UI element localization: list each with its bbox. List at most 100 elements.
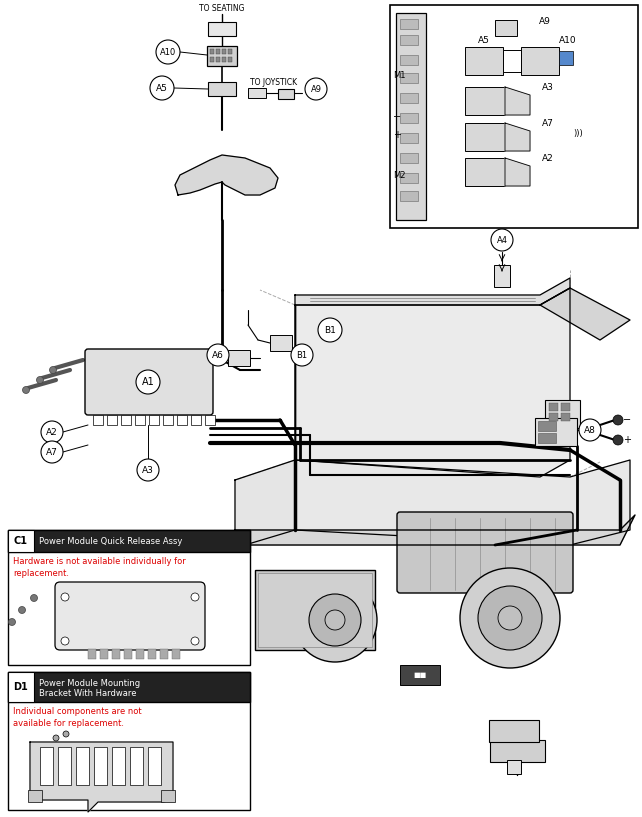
Bar (205, 415, 215, 425)
Text: Power Module Mounting: Power Module Mounting (39, 678, 140, 687)
Bar (400, 665, 440, 685)
Bar (121, 415, 131, 425)
Text: available for replacement.: available for replacement. (13, 718, 124, 727)
Bar (130, 747, 143, 785)
Bar (465, 158, 505, 186)
Text: A7: A7 (542, 118, 554, 127)
Bar (396, 13, 426, 220)
Bar (76, 747, 89, 785)
Text: −: − (623, 415, 631, 425)
Bar (258, 573, 372, 647)
Circle shape (579, 419, 601, 441)
Circle shape (293, 578, 377, 662)
Bar (228, 57, 232, 62)
Text: A5: A5 (156, 83, 168, 92)
Circle shape (613, 435, 623, 445)
Bar (112, 649, 120, 659)
Bar (521, 47, 559, 75)
Text: B1: B1 (297, 350, 308, 359)
Polygon shape (295, 460, 630, 545)
Bar (535, 418, 577, 446)
Circle shape (61, 637, 69, 645)
Circle shape (31, 595, 37, 601)
Bar (191, 415, 201, 425)
Bar (400, 93, 418, 103)
Bar (507, 760, 521, 774)
Polygon shape (295, 278, 570, 305)
Circle shape (41, 441, 63, 463)
Bar (400, 55, 418, 65)
Bar (494, 265, 510, 287)
Circle shape (191, 637, 199, 645)
Text: A5: A5 (478, 35, 490, 44)
Circle shape (150, 76, 174, 100)
Bar (400, 19, 418, 29)
Polygon shape (175, 155, 278, 195)
Polygon shape (540, 288, 630, 340)
Circle shape (156, 40, 180, 64)
Bar (228, 49, 232, 54)
Circle shape (19, 606, 26, 614)
Bar (222, 49, 226, 54)
Bar (490, 740, 545, 762)
Bar (107, 415, 117, 425)
Text: Power Module Quick Release Assy: Power Module Quick Release Assy (39, 537, 182, 546)
FancyBboxPatch shape (55, 582, 205, 650)
Circle shape (22, 386, 30, 394)
Text: A2: A2 (46, 427, 58, 436)
Bar (465, 123, 505, 151)
Bar (8, 530, 250, 665)
FancyBboxPatch shape (85, 349, 213, 415)
Circle shape (63, 731, 69, 737)
Text: A8: A8 (584, 426, 596, 435)
Bar (255, 570, 375, 650)
Bar (148, 747, 161, 785)
Bar (559, 51, 573, 65)
Bar (161, 790, 175, 802)
Text: C1: C1 (14, 536, 28, 546)
Bar (495, 20, 517, 36)
Text: replacement.: replacement. (13, 569, 69, 578)
Polygon shape (505, 87, 530, 115)
Bar (465, 47, 503, 75)
Bar (400, 35, 418, 45)
Polygon shape (30, 742, 173, 812)
Circle shape (61, 593, 69, 601)
Text: A10: A10 (559, 35, 577, 44)
Text: A7: A7 (46, 448, 58, 457)
Bar (549, 413, 558, 421)
Circle shape (318, 318, 342, 342)
Bar (545, 400, 580, 428)
Circle shape (49, 367, 56, 373)
Text: A9: A9 (539, 16, 551, 25)
Bar (400, 191, 418, 201)
Bar (210, 49, 214, 54)
Text: Hardware is not available individually for: Hardware is not available individually f… (13, 557, 186, 566)
Bar (112, 747, 125, 785)
Bar (503, 50, 521, 72)
Bar (172, 649, 180, 659)
Bar (400, 133, 418, 143)
Bar (136, 649, 144, 659)
Circle shape (498, 606, 522, 630)
Bar (400, 153, 418, 163)
Bar (489, 720, 539, 742)
Bar (100, 649, 108, 659)
Text: A3: A3 (542, 83, 554, 92)
Circle shape (305, 78, 327, 100)
Bar (561, 413, 570, 421)
Bar (216, 57, 220, 62)
Bar (88, 649, 96, 659)
Text: Individual components are not: Individual components are not (13, 708, 142, 717)
Circle shape (207, 344, 229, 366)
Text: A9: A9 (311, 84, 322, 93)
Text: B1: B1 (324, 325, 336, 334)
Text: TO JOYSTICK: TO JOYSTICK (250, 78, 297, 87)
Circle shape (460, 568, 560, 668)
Bar (28, 790, 42, 802)
Bar (149, 415, 159, 425)
Bar (160, 649, 168, 659)
Bar (400, 173, 418, 183)
Circle shape (491, 229, 513, 251)
Text: M1: M1 (393, 70, 406, 79)
